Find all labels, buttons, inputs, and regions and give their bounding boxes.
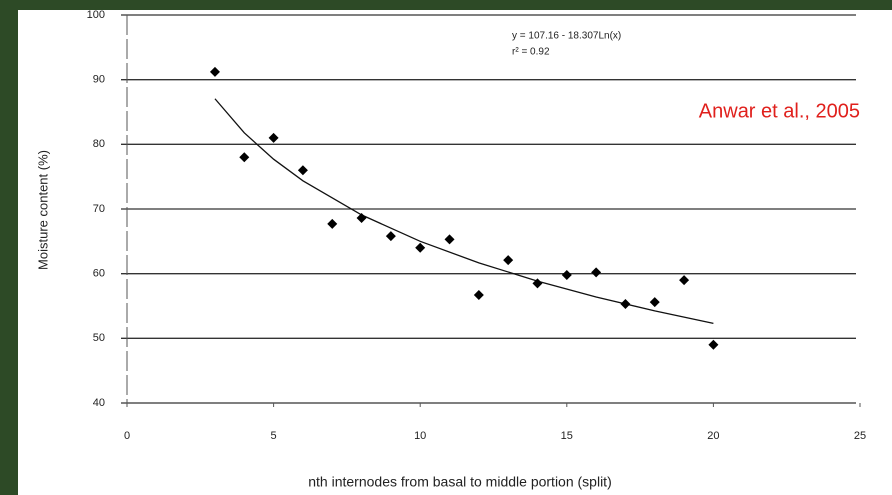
- point: [591, 267, 602, 278]
- point: [503, 255, 514, 266]
- x-tick-label: 0: [124, 430, 130, 442]
- point: [385, 231, 396, 242]
- y-tick-label: 40: [93, 397, 105, 409]
- annotation: Anwar et al., 2005: [699, 100, 860, 122]
- point: [708, 339, 719, 350]
- trend-r2: r² = 0.92: [512, 47, 550, 58]
- trend-equation: y = 107.16 - 18.307Ln(x): [512, 31, 621, 42]
- chart-panel: [18, 10, 892, 495]
- y-axis-label: Moisture content (%): [35, 150, 50, 270]
- x-tick-label: 20: [707, 430, 719, 442]
- point: [473, 290, 484, 301]
- trend-line: [214, 98, 714, 324]
- point: [297, 165, 308, 176]
- point: [327, 218, 338, 229]
- point: [209, 66, 220, 77]
- y-tick-label: 80: [93, 138, 105, 150]
- point: [532, 278, 543, 289]
- point: [679, 275, 690, 286]
- y-tick-label: 60: [93, 268, 105, 280]
- point: [444, 234, 455, 245]
- point: [561, 269, 572, 280]
- x-tick-label: 25: [854, 430, 866, 442]
- point: [620, 299, 631, 310]
- x-tick-label: 10: [414, 430, 426, 442]
- y-tick-label: 50: [93, 332, 105, 344]
- x-axis-label: nth internodes from basal to middle port…: [308, 474, 611, 490]
- point: [268, 132, 279, 143]
- point: [415, 242, 426, 253]
- point: [356, 213, 367, 224]
- x-tick-label: 15: [561, 430, 573, 442]
- y-tick-label: 70: [93, 203, 105, 215]
- y-tick-label: 90: [93, 74, 105, 86]
- x-tick-label: 5: [271, 430, 277, 442]
- point: [649, 297, 660, 308]
- y-tick-label: 100: [87, 9, 105, 21]
- point: [239, 152, 250, 163]
